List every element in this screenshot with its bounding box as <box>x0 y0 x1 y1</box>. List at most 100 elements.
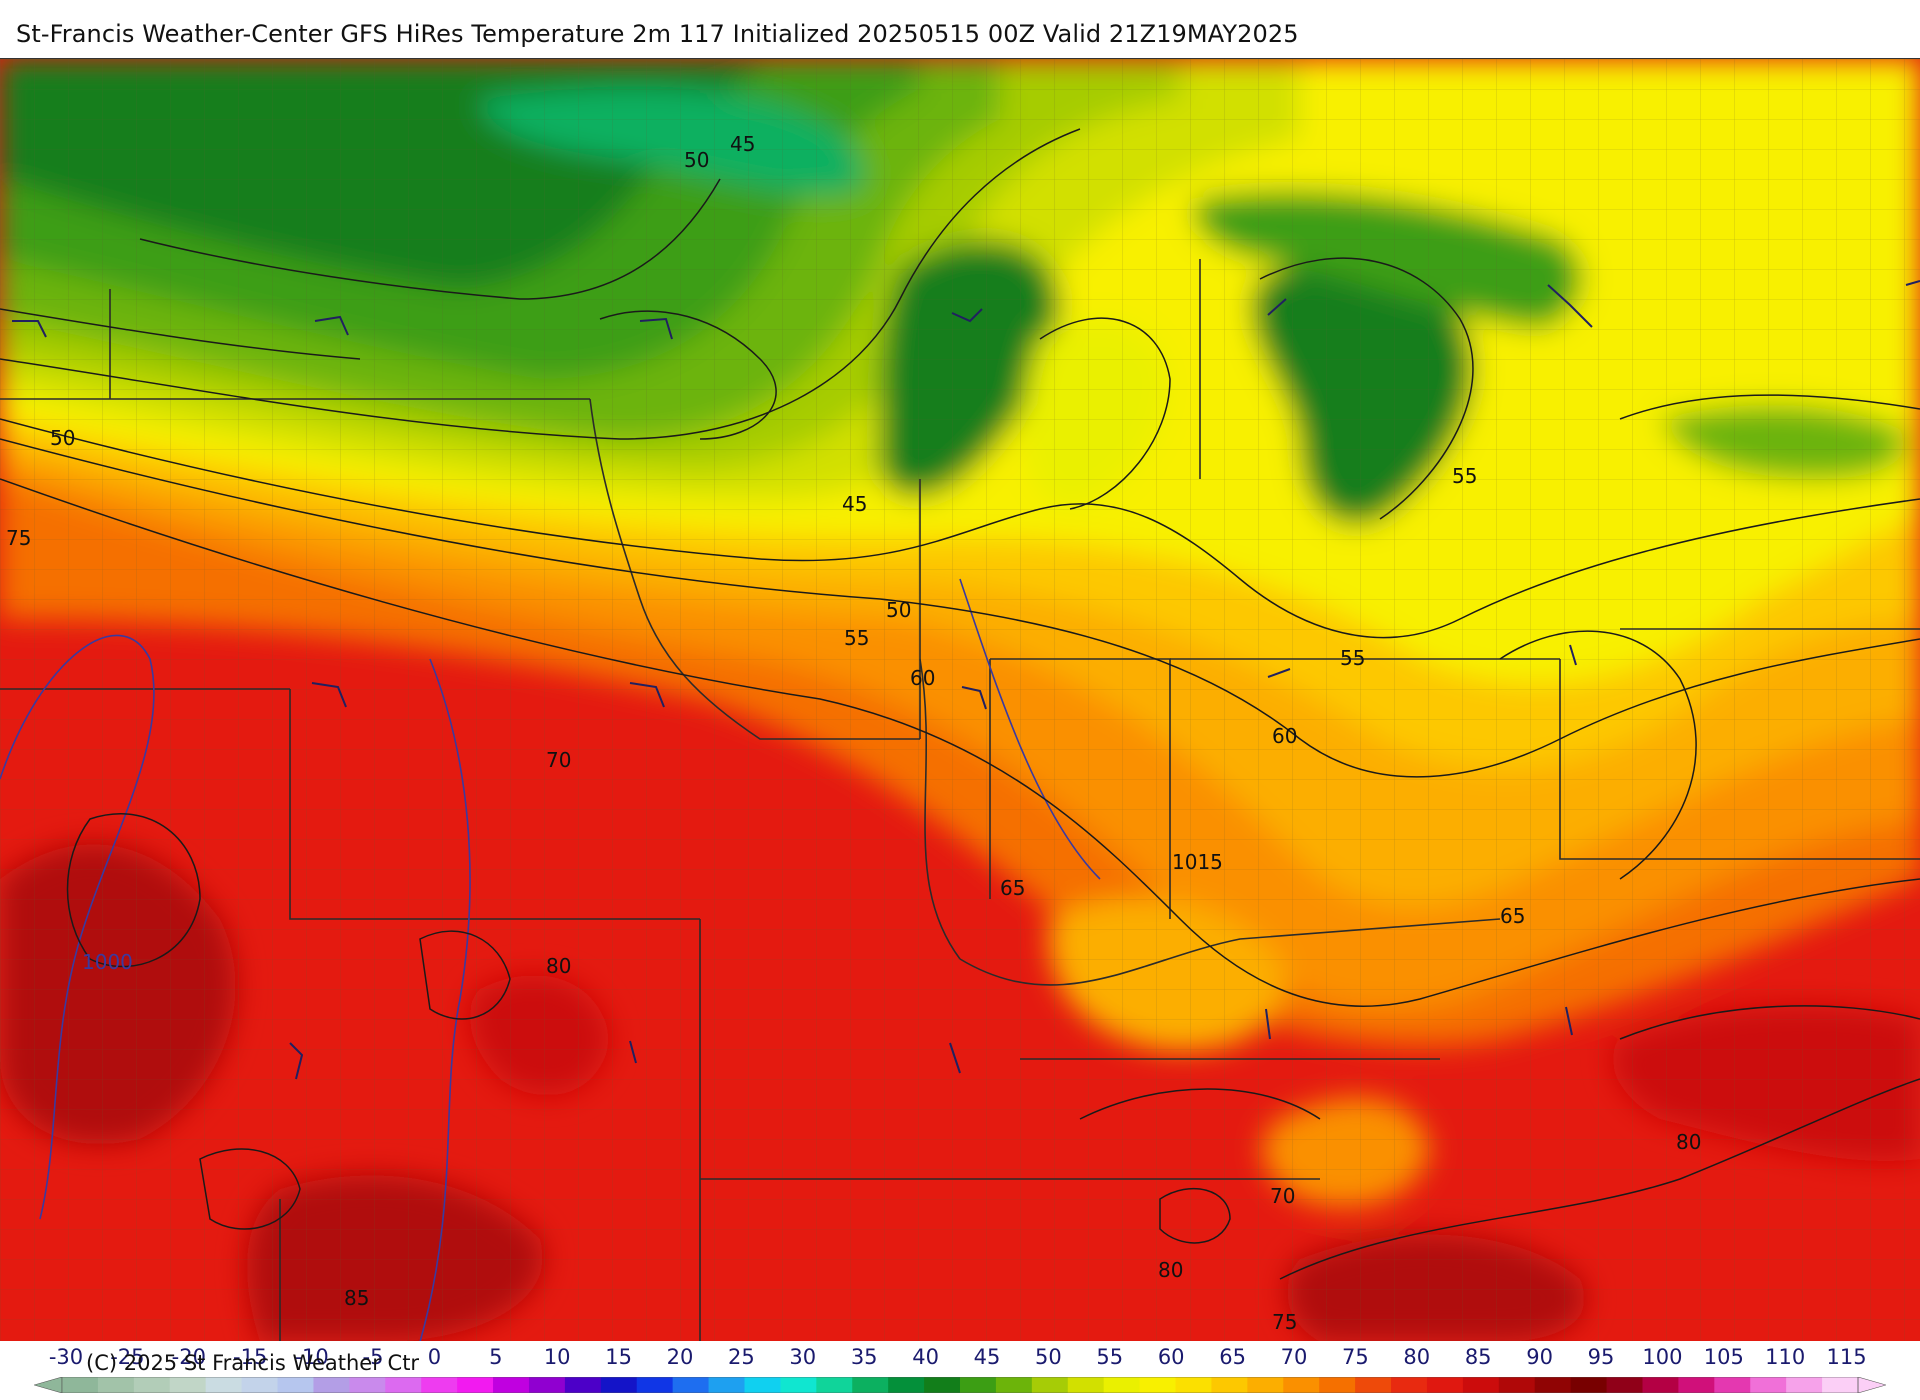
colorbar-swatch <box>780 1377 817 1393</box>
colorbar-swatch <box>564 1377 602 1393</box>
colorbar-swatch <box>1139 1377 1177 1393</box>
colorbar-swatch <box>995 1377 1033 1393</box>
colorbar-swatch <box>1103 1377 1141 1393</box>
colorbar-high-arrow <box>1857 1377 1886 1393</box>
colorbar-tick-label: -15 <box>233 1345 268 1369</box>
contour-label: 80 <box>546 954 571 978</box>
contour-label: 65 <box>1000 876 1025 900</box>
colorbar-tick-label: 35 <box>850 1345 878 1369</box>
colorbar-tick-label: 15 <box>605 1345 632 1369</box>
colorbar-swatch <box>62 1377 99 1393</box>
colorbar-swatch <box>672 1377 710 1393</box>
colorbar-swatch <box>1211 1377 1248 1393</box>
colorbar-tick-label: 45 <box>973 1345 1001 1369</box>
colorbar-swatch <box>1067 1377 1105 1393</box>
colorbar-swatch <box>457 1377 494 1393</box>
colorbar-low-arrow <box>34 1377 63 1393</box>
colorbar-swatch <box>816 1377 853 1393</box>
colorbar-tick-label: 5 <box>489 1345 503 1369</box>
colorbar-swatch <box>169 1377 207 1393</box>
colorbar-tick-label: 25 <box>728 1345 755 1369</box>
contour-label: 75 <box>1272 1310 1297 1334</box>
colorbar-tick-label: 95 <box>1587 1345 1615 1369</box>
colorbar-swatch <box>744 1377 781 1393</box>
colorbar-swatch <box>1498 1377 1536 1393</box>
isobars <box>0 578 1101 1342</box>
colorbar-tick-labels: -30 -25 -20 -15 -10 -5 0 5 10 15 20 25 30 35 40 45 50 55 6… <box>0 1341 1920 1373</box>
contour-label: 80 <box>1676 1130 1701 1154</box>
colorbar-tick-label: 30 <box>789 1345 817 1369</box>
contour-label: 50 <box>886 598 911 622</box>
colorbar <box>34 1377 1886 1393</box>
contour-label: 55 <box>844 626 869 650</box>
contour-label: 85 <box>344 1286 369 1310</box>
state-borders <box>0 259 1920 1342</box>
contour-labels: 45 50 45 50 75 50 55 60 70 55 60 65 65 1… <box>6 132 1701 1334</box>
temperature-map: 45 50 45 50 75 50 55 60 70 55 60 65 65 1… <box>0 58 1920 1343</box>
colorbar-tick-label: 40 <box>912 1345 939 1369</box>
map-canvas: 45 50 45 50 75 50 55 60 70 55 60 65 65 1… <box>0 59 1920 1342</box>
colorbar-swatch <box>1606 1377 1643 1393</box>
colorbar-swatch <box>133 1377 171 1393</box>
colorbar-tick-label: 75 <box>1342 1345 1369 1369</box>
colorbar-swatch <box>313 1377 350 1393</box>
colorbar-tick-label: 110 <box>1765 1345 1806 1369</box>
colorbar-swatch <box>1786 1377 1823 1393</box>
colorbar-swatch <box>924 1377 961 1393</box>
contour-label: 75 <box>6 526 31 550</box>
colorbar-tick-label: -25 <box>110 1345 145 1369</box>
colorbar-swatch <box>205 1377 243 1393</box>
colorbar-swatch <box>600 1377 638 1393</box>
colorbar-tick-label: 105 <box>1703 1345 1744 1369</box>
colorbar-tick-label: 85 <box>1464 1345 1492 1369</box>
county-borders <box>0 59 1920 1342</box>
colorbar-swatch <box>1822 1377 1859 1393</box>
colorbar-swatch <box>1570 1377 1608 1393</box>
colorbar-tick-label: 50 <box>1035 1345 1062 1369</box>
colorbar-swatch <box>1175 1377 1212 1393</box>
colorbar-swatch <box>528 1377 566 1393</box>
colorbar-swatch <box>1426 1377 1464 1393</box>
colorbar-tick-label: -5 <box>362 1345 384 1369</box>
colorbar-swatch <box>493 1377 530 1393</box>
colorbar-tick-label: 0 <box>427 1345 442 1369</box>
colorbar-tick-label: 100 <box>1642 1345 1683 1369</box>
colorbar-tick-label: 115 <box>1826 1345 1867 1369</box>
contour-label: 45 <box>842 492 867 516</box>
colorbar-swatch <box>1319 1377 1356 1393</box>
colorbar-swatch <box>1247 1377 1284 1393</box>
colorbar-tick-label: 60 <box>1157 1345 1185 1369</box>
colorbar-swatch <box>1283 1377 1320 1393</box>
colorbar-tick-label: 90 <box>1526 1345 1553 1369</box>
colorbar-swatch <box>1534 1377 1572 1393</box>
contour-label: 50 <box>50 426 75 450</box>
colorbar-tick-label: 80 <box>1403 1345 1431 1369</box>
contour-label: 55 <box>1340 646 1365 670</box>
colorbar-swatch <box>241 1377 279 1393</box>
colorbar-tick-label: -10 <box>294 1345 329 1369</box>
colorbar-swatch <box>852 1377 889 1393</box>
colorbar-tick-label: 65 <box>1219 1345 1246 1369</box>
contour-label: 60 <box>1272 724 1297 748</box>
colorbar-swatch <box>1391 1377 1428 1393</box>
colorbar-swatch <box>1642 1377 1679 1393</box>
contour-label: 80 <box>1158 1258 1183 1282</box>
colorbar-swatch <box>1031 1377 1069 1393</box>
contour-label: 45 <box>730 132 755 156</box>
colorbar-legend: -30 -25 -20 -15 -10 -5 0 5 10 15 20 25 30 35 40 45 50 55 6… <box>0 1341 1920 1400</box>
colorbar-swatch <box>888 1377 925 1393</box>
copyright-text: (C) 2025 St Francis Weather Ctr <box>86 1351 420 1375</box>
colorbar-tick-label: -30 <box>48 1345 84 1369</box>
colorbar-swatch <box>708 1377 745 1393</box>
colorbar-swatch <box>1750 1377 1787 1393</box>
colorbar-swatch <box>636 1377 674 1393</box>
isobar-label: 1000 <box>82 950 133 974</box>
contour-label: 70 <box>1270 1184 1295 1208</box>
colorbar-swatch <box>349 1377 386 1393</box>
colorbar-swatch <box>385 1377 422 1393</box>
map-title: St-Francis Weather-Center GFS HiRes Temp… <box>16 20 1299 48</box>
colorbar-swatch <box>1678 1377 1715 1393</box>
colorbar-swatch <box>960 1377 997 1393</box>
contour-label: 1015 <box>1172 850 1223 874</box>
colorbar-swatch <box>97 1377 135 1393</box>
